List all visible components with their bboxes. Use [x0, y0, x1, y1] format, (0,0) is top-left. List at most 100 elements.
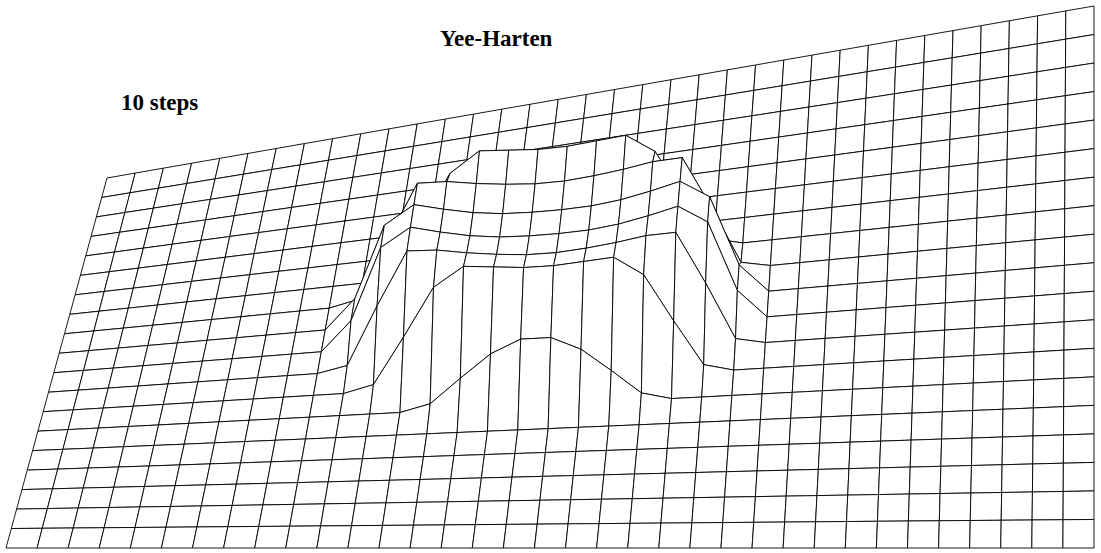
surface-cell	[876, 521, 908, 548]
surface-cell	[348, 525, 383, 548]
surface-cell	[417, 479, 451, 503]
surface-cell	[1003, 380, 1034, 409]
surface-cell	[850, 414, 882, 442]
surface-cell	[1006, 212, 1036, 243]
surface-cell	[1002, 436, 1033, 465]
surface-cell	[918, 194, 948, 224]
surface-cell	[803, 181, 833, 211]
surface-cell	[33, 430, 68, 451]
surface-cell	[1002, 464, 1033, 493]
surface-cell	[478, 477, 512, 501]
surface-cell	[917, 248, 947, 278]
surface-cell	[283, 374, 317, 398]
surface-cell	[780, 81, 810, 111]
surface-cell	[909, 466, 941, 494]
surface-cell	[891, 143, 921, 174]
surface-cell	[313, 366, 347, 396]
surface-cell	[559, 206, 591, 234]
surface-cell	[915, 303, 946, 332]
surface-cell	[1037, 11, 1066, 44]
surface-cell	[363, 435, 397, 459]
surface-cell	[300, 286, 333, 311]
surface-cell	[611, 257, 643, 393]
surface-cell	[476, 150, 508, 184]
surface-cell	[133, 384, 168, 406]
surface-cell	[864, 121, 894, 152]
surface-cell	[475, 501, 509, 525]
surface-cell	[976, 215, 1006, 246]
surface-cell	[694, 472, 727, 498]
surface-cell	[818, 442, 850, 469]
surface-cell	[103, 386, 138, 408]
surface-cell	[975, 271, 1005, 301]
surface-cell	[854, 334, 885, 363]
surface-cell	[135, 506, 170, 527]
surface-cell	[1036, 96, 1065, 128]
surface-cell	[187, 278, 221, 302]
surface-cell	[922, 85, 951, 116]
surface-cell	[113, 346, 148, 369]
surface-cell	[866, 67, 896, 98]
surface-cell	[532, 181, 564, 212]
surface-cell	[464, 253, 497, 267]
surface-cell	[867, 40, 896, 71]
surface-cell	[948, 191, 978, 222]
surface-cell	[859, 227, 889, 257]
surface-cell	[93, 427, 128, 449]
surface-cell	[275, 417, 309, 440]
surface-cell	[473, 184, 506, 214]
surface-cell	[317, 526, 352, 548]
surface-cell	[942, 383, 973, 412]
surface-cell	[721, 522, 754, 548]
surface-cell	[497, 236, 530, 255]
surface-cell	[355, 480, 389, 503]
surface-cell	[661, 498, 694, 523]
surface-cell	[797, 286, 828, 315]
surface-cell	[1004, 324, 1034, 354]
surface-cell	[262, 333, 296, 357]
surface-cell	[270, 289, 304, 313]
surface-cell	[423, 433, 457, 457]
surface-cell	[750, 111, 780, 141]
surface-cell	[343, 306, 377, 394]
surface-cell	[63, 428, 98, 449]
surface-cell	[241, 440, 276, 463]
surface-cell	[27, 449, 63, 470]
surface-cell	[847, 495, 879, 522]
surface-cell	[1035, 237, 1065, 268]
surface-cell	[785, 496, 817, 522]
surface-cell	[950, 108, 979, 139]
surface-cell	[298, 460, 332, 483]
surface-cell	[918, 221, 948, 251]
surface-cell	[865, 94, 895, 125]
surface-cell	[245, 419, 279, 442]
surface-cell	[128, 404, 163, 426]
surface-cell	[741, 240, 772, 266]
surface-cell	[370, 337, 404, 414]
surface-cell	[877, 494, 909, 521]
surface-cell	[73, 388, 108, 410]
surface-cell	[693, 120, 724, 149]
surface-cell	[604, 449, 637, 474]
surface-cell	[207, 317, 241, 341]
surface-cell	[646, 206, 678, 235]
surface-cell	[702, 365, 734, 397]
surface-cell	[849, 441, 881, 468]
surface-cell	[366, 413, 400, 437]
surface-cell	[249, 397, 283, 420]
surface-cell	[99, 527, 135, 548]
surface-cell	[979, 76, 1008, 108]
surface-cell	[669, 397, 701, 423]
surface-cell	[628, 523, 661, 548]
surface-cell	[216, 275, 250, 299]
surface-cell	[833, 151, 863, 181]
surface-cell	[837, 72, 867, 103]
surface-cell	[241, 293, 275, 317]
surface-cell	[944, 328, 975, 357]
surface-cell	[232, 483, 267, 505]
surface-cell	[893, 89, 923, 120]
surface-cell	[774, 185, 805, 214]
surface-cell	[1034, 294, 1064, 324]
surface-cell	[1007, 156, 1036, 187]
surface-cell	[1001, 520, 1032, 548]
